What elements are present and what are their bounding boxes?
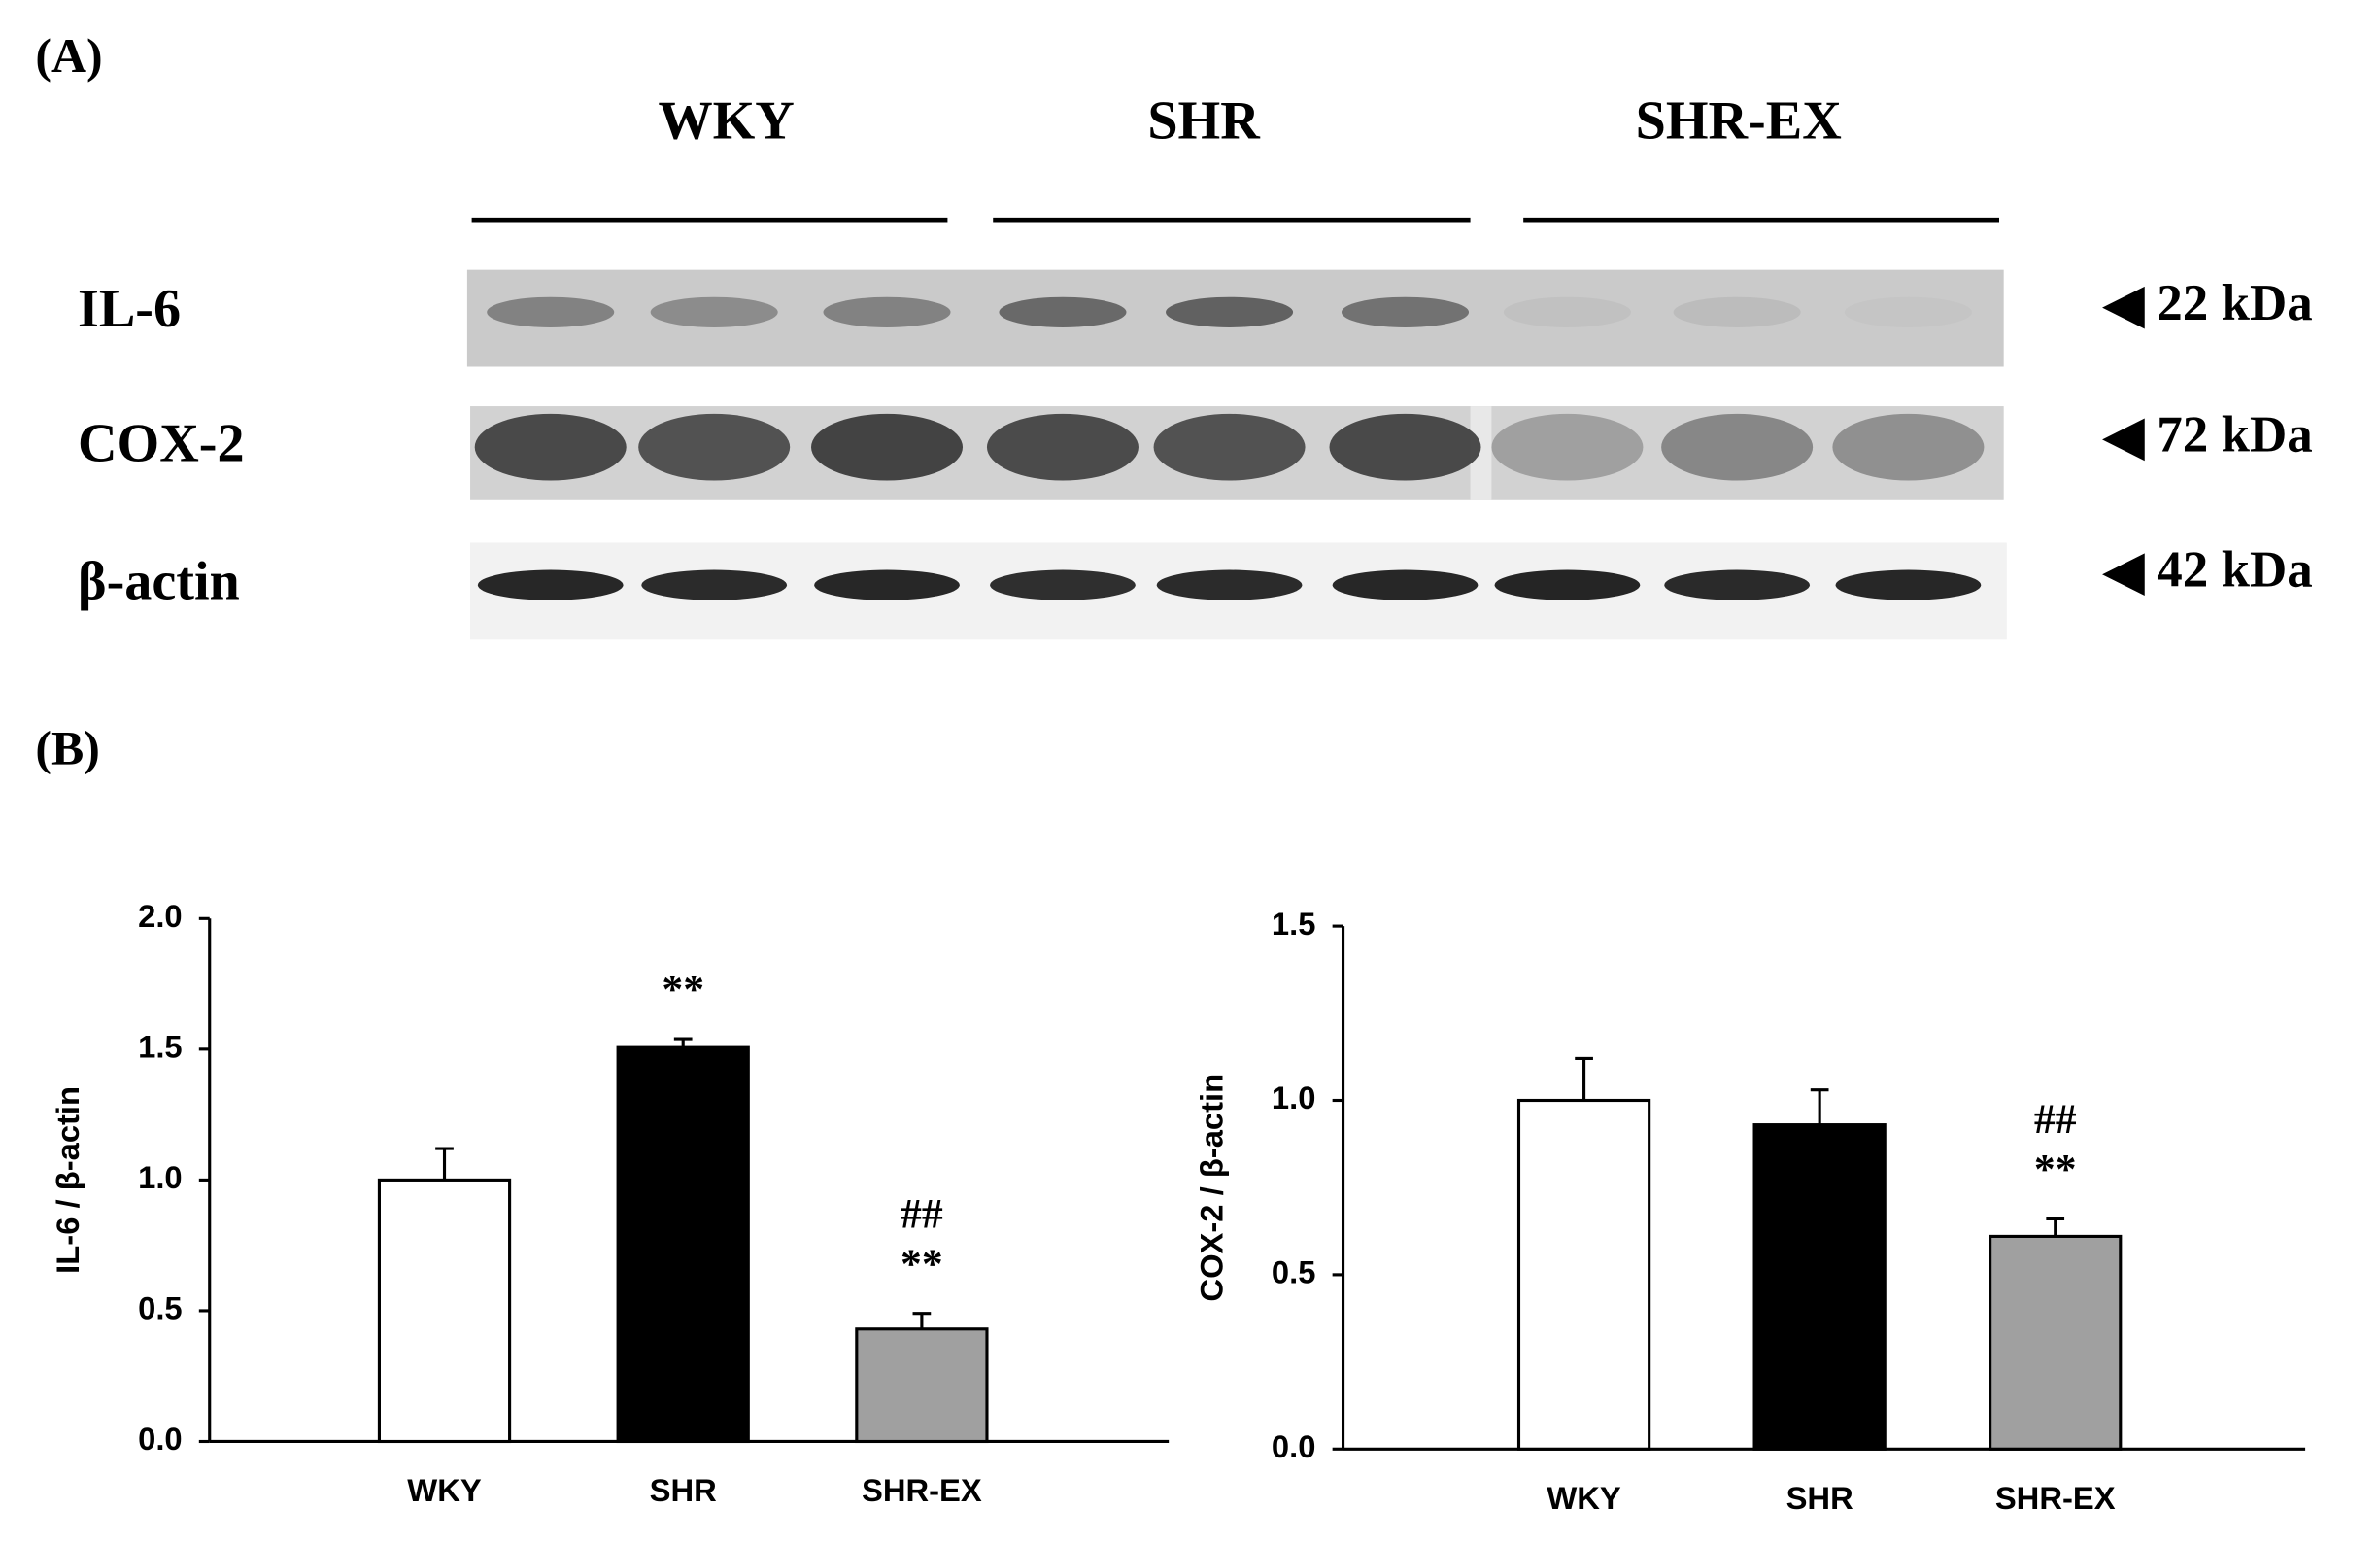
band <box>823 296 951 327</box>
y-tick-label: 2.0 <box>138 898 183 934</box>
group-label: WKY <box>658 90 794 151</box>
band <box>1153 413 1306 481</box>
bar <box>1516 1098 1651 1451</box>
band <box>638 413 791 481</box>
row-label: COX-2 <box>78 414 245 474</box>
band <box>1494 569 1641 600</box>
y-tick-label: 0.0 <box>1272 1428 1316 1464</box>
x-tick-label: SHR <box>650 1472 717 1508</box>
arrowhead <box>2102 418 2145 462</box>
y-tick-label: 1.5 <box>138 1029 183 1065</box>
y-tick-label: 0.5 <box>1272 1254 1316 1290</box>
band <box>814 569 960 600</box>
band <box>1664 569 1811 600</box>
band <box>477 569 624 600</box>
band <box>999 296 1127 327</box>
y-tick-label: 0.5 <box>138 1290 183 1326</box>
significance-mark: ** <box>662 966 704 1012</box>
y-axis-label: IL-6 / β-actin <box>50 1086 85 1274</box>
row-label: IL-6 <box>78 279 181 339</box>
band <box>1166 296 1294 327</box>
panel-label: (B) <box>35 722 100 775</box>
bar <box>855 1327 989 1444</box>
y-tick-label: 1.0 <box>1272 1080 1316 1115</box>
group-label: SHR-EX <box>1636 90 1842 151</box>
row-label: β-actin <box>78 552 240 612</box>
bar <box>377 1178 512 1444</box>
x-tick-label: SHR-EX <box>862 1472 982 1508</box>
band <box>811 413 964 481</box>
band <box>1661 413 1814 481</box>
band <box>1832 413 1985 481</box>
band <box>487 296 615 327</box>
significance-mark: ## <box>901 1190 943 1237</box>
band <box>1329 413 1481 481</box>
bar <box>1989 1234 2123 1451</box>
panel-label: (A) <box>35 29 102 83</box>
arrowhead <box>2102 553 2145 597</box>
arrowhead <box>2102 286 2145 329</box>
band <box>1491 413 1644 481</box>
band <box>1673 296 1801 327</box>
x-tick-label: SHR-EX <box>1995 1480 2116 1516</box>
size-label: 42 kDa <box>2157 541 2313 598</box>
significance-mark: ## <box>2034 1096 2077 1143</box>
x-tick-label: SHR <box>1786 1480 1853 1516</box>
bar <box>1752 1123 1887 1451</box>
y-tick-label: 1.0 <box>138 1159 183 1195</box>
band <box>1156 569 1303 600</box>
size-label: 72 kDa <box>2157 407 2313 463</box>
band <box>474 413 627 481</box>
band <box>986 413 1139 481</box>
y-tick-label: 1.5 <box>1272 906 1316 942</box>
band <box>1844 296 1972 327</box>
band <box>641 569 788 600</box>
y-axis-label: COX-2 / β-actin <box>1194 1074 1230 1302</box>
band <box>1503 296 1631 327</box>
band <box>1332 569 1479 600</box>
x-tick-label: WKY <box>1547 1480 1621 1516</box>
band <box>1835 569 1982 600</box>
band <box>1341 296 1470 327</box>
band <box>990 569 1136 600</box>
band <box>650 296 778 327</box>
group-label: SHR <box>1147 90 1261 151</box>
western-blot <box>466 269 2007 640</box>
y-tick-label: 0.0 <box>138 1421 183 1457</box>
bar <box>616 1045 750 1444</box>
blot-gap <box>1470 406 1492 500</box>
size-label: 22 kDa <box>2157 275 2313 331</box>
significance-mark: ** <box>901 1241 943 1287</box>
x-tick-label: WKY <box>407 1472 482 1508</box>
significance-mark: ** <box>2034 1147 2077 1193</box>
